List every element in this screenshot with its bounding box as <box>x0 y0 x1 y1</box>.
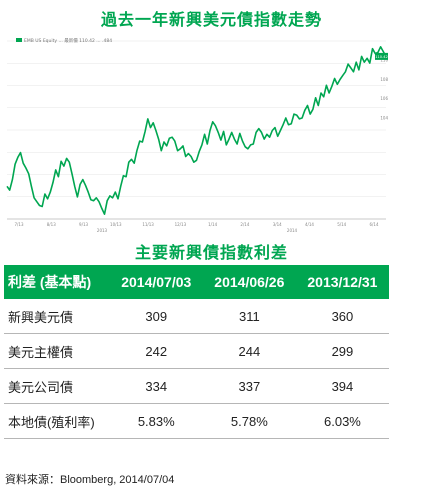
cell-value: 309 <box>109 299 203 334</box>
x-tick-label: 9/13 <box>79 222 88 227</box>
y-tick-label: 106 <box>380 96 388 101</box>
x-tick-label: 6/14 <box>370 222 379 227</box>
last-value-box <box>375 52 388 60</box>
x-tick-label: 11/13 <box>142 222 154 227</box>
row-label: 美元公司債 <box>4 368 110 404</box>
cell-value: 299 <box>295 333 389 369</box>
source-note: 資料來源：Bloomberg, 2014/07/04 <box>5 474 175 486</box>
cell-value: 360 <box>295 299 389 334</box>
cell-value: 5.83% <box>109 403 203 439</box>
x-year-label: 2014 <box>287 228 298 233</box>
header-date: 2014/06/26 <box>214 274 285 290</box>
chart-grid <box>7 40 386 220</box>
x-tick-label: 12/13 <box>175 222 187 227</box>
chart-title: 過去一年新興美元債指數走勢 <box>100 10 322 29</box>
last-value-label: 110.42 <box>375 55 388 59</box>
table-row: 新興美元債 309 311 360 <box>4 299 389 334</box>
x-tick-label: 4/14 <box>305 222 314 227</box>
table-row: 本地債(殖利率) 5.83% 5.78% 6.03% <box>4 403 389 439</box>
y-tick-label: 108 <box>380 77 388 82</box>
y-tick-label: 110 <box>380 58 388 63</box>
y-tick-label: 104 <box>380 115 388 120</box>
cell-value: 5.78% <box>202 403 296 439</box>
line-chart: EMB US Equity ... 最新價 110.42 ... .484 7/… <box>4 31 389 237</box>
spread-table: 利差 (基本點) 2014/07/03 2014/06/26 2013/12/3… <box>4 265 389 439</box>
header-label: 利差 (基本點) <box>8 274 92 290</box>
x-tick-label: 1/14 <box>208 222 217 227</box>
cell-value: 334 <box>109 368 203 404</box>
cell-value: 311 <box>202 299 296 334</box>
x-tick-label: 5/14 <box>337 222 346 227</box>
chart-svg: EMB US Equity ... 最新價 110.42 ... .484 7/… <box>4 31 389 237</box>
x-tick-label: 2/14 <box>240 222 249 227</box>
cell-value: 244 <box>202 333 296 369</box>
cell-value: 337 <box>202 368 296 404</box>
x-tick-label: 8/13 <box>47 222 56 227</box>
x-tick-label: 7/13 <box>15 222 24 227</box>
table-title: 主要新興債指數利差 <box>134 243 288 262</box>
table-row: 美元公司債 334 337 394 <box>4 368 389 404</box>
cell-value: 6.03% <box>295 403 389 439</box>
chart-legend: EMB US Equity ... 最新價 110.42 ... .484 <box>16 37 112 44</box>
legend-text: EMB US Equity ... 最新價 110.42 ... .484 <box>24 37 112 44</box>
table-row: 美元主權債 242 244 299 <box>4 333 389 369</box>
header-date: 2013/12/31 <box>307 274 378 290</box>
x-tick-label: 3/14 <box>273 222 282 227</box>
row-label: 新興美元債 <box>4 299 110 334</box>
x-tick-label: 10/13 <box>110 222 122 227</box>
table-header-row: 利差 (基本點) 2014/07/03 2014/06/26 2013/12/3… <box>4 265 389 299</box>
legend-swatch <box>16 38 22 42</box>
series-line <box>6 46 387 215</box>
row-label: 美元主權債 <box>4 333 110 369</box>
cell-value: 394 <box>295 368 389 404</box>
chart-background <box>4 31 389 237</box>
x-year-label: 2013 <box>97 228 108 233</box>
cell-value: 242 <box>109 333 203 369</box>
header-date: 2014/07/03 <box>121 274 192 290</box>
y-axis-ticks: 104 106 108 110 <box>380 58 388 121</box>
last-value-badge: 110.42 <box>375 52 388 60</box>
x-axis-ticks: 7/13 8/13 9/13 10/13 11/13 12/13 1/14 2/14 3/14 4… <box>15 222 379 233</box>
row-label: 本地債(殖利率) <box>4 403 110 439</box>
